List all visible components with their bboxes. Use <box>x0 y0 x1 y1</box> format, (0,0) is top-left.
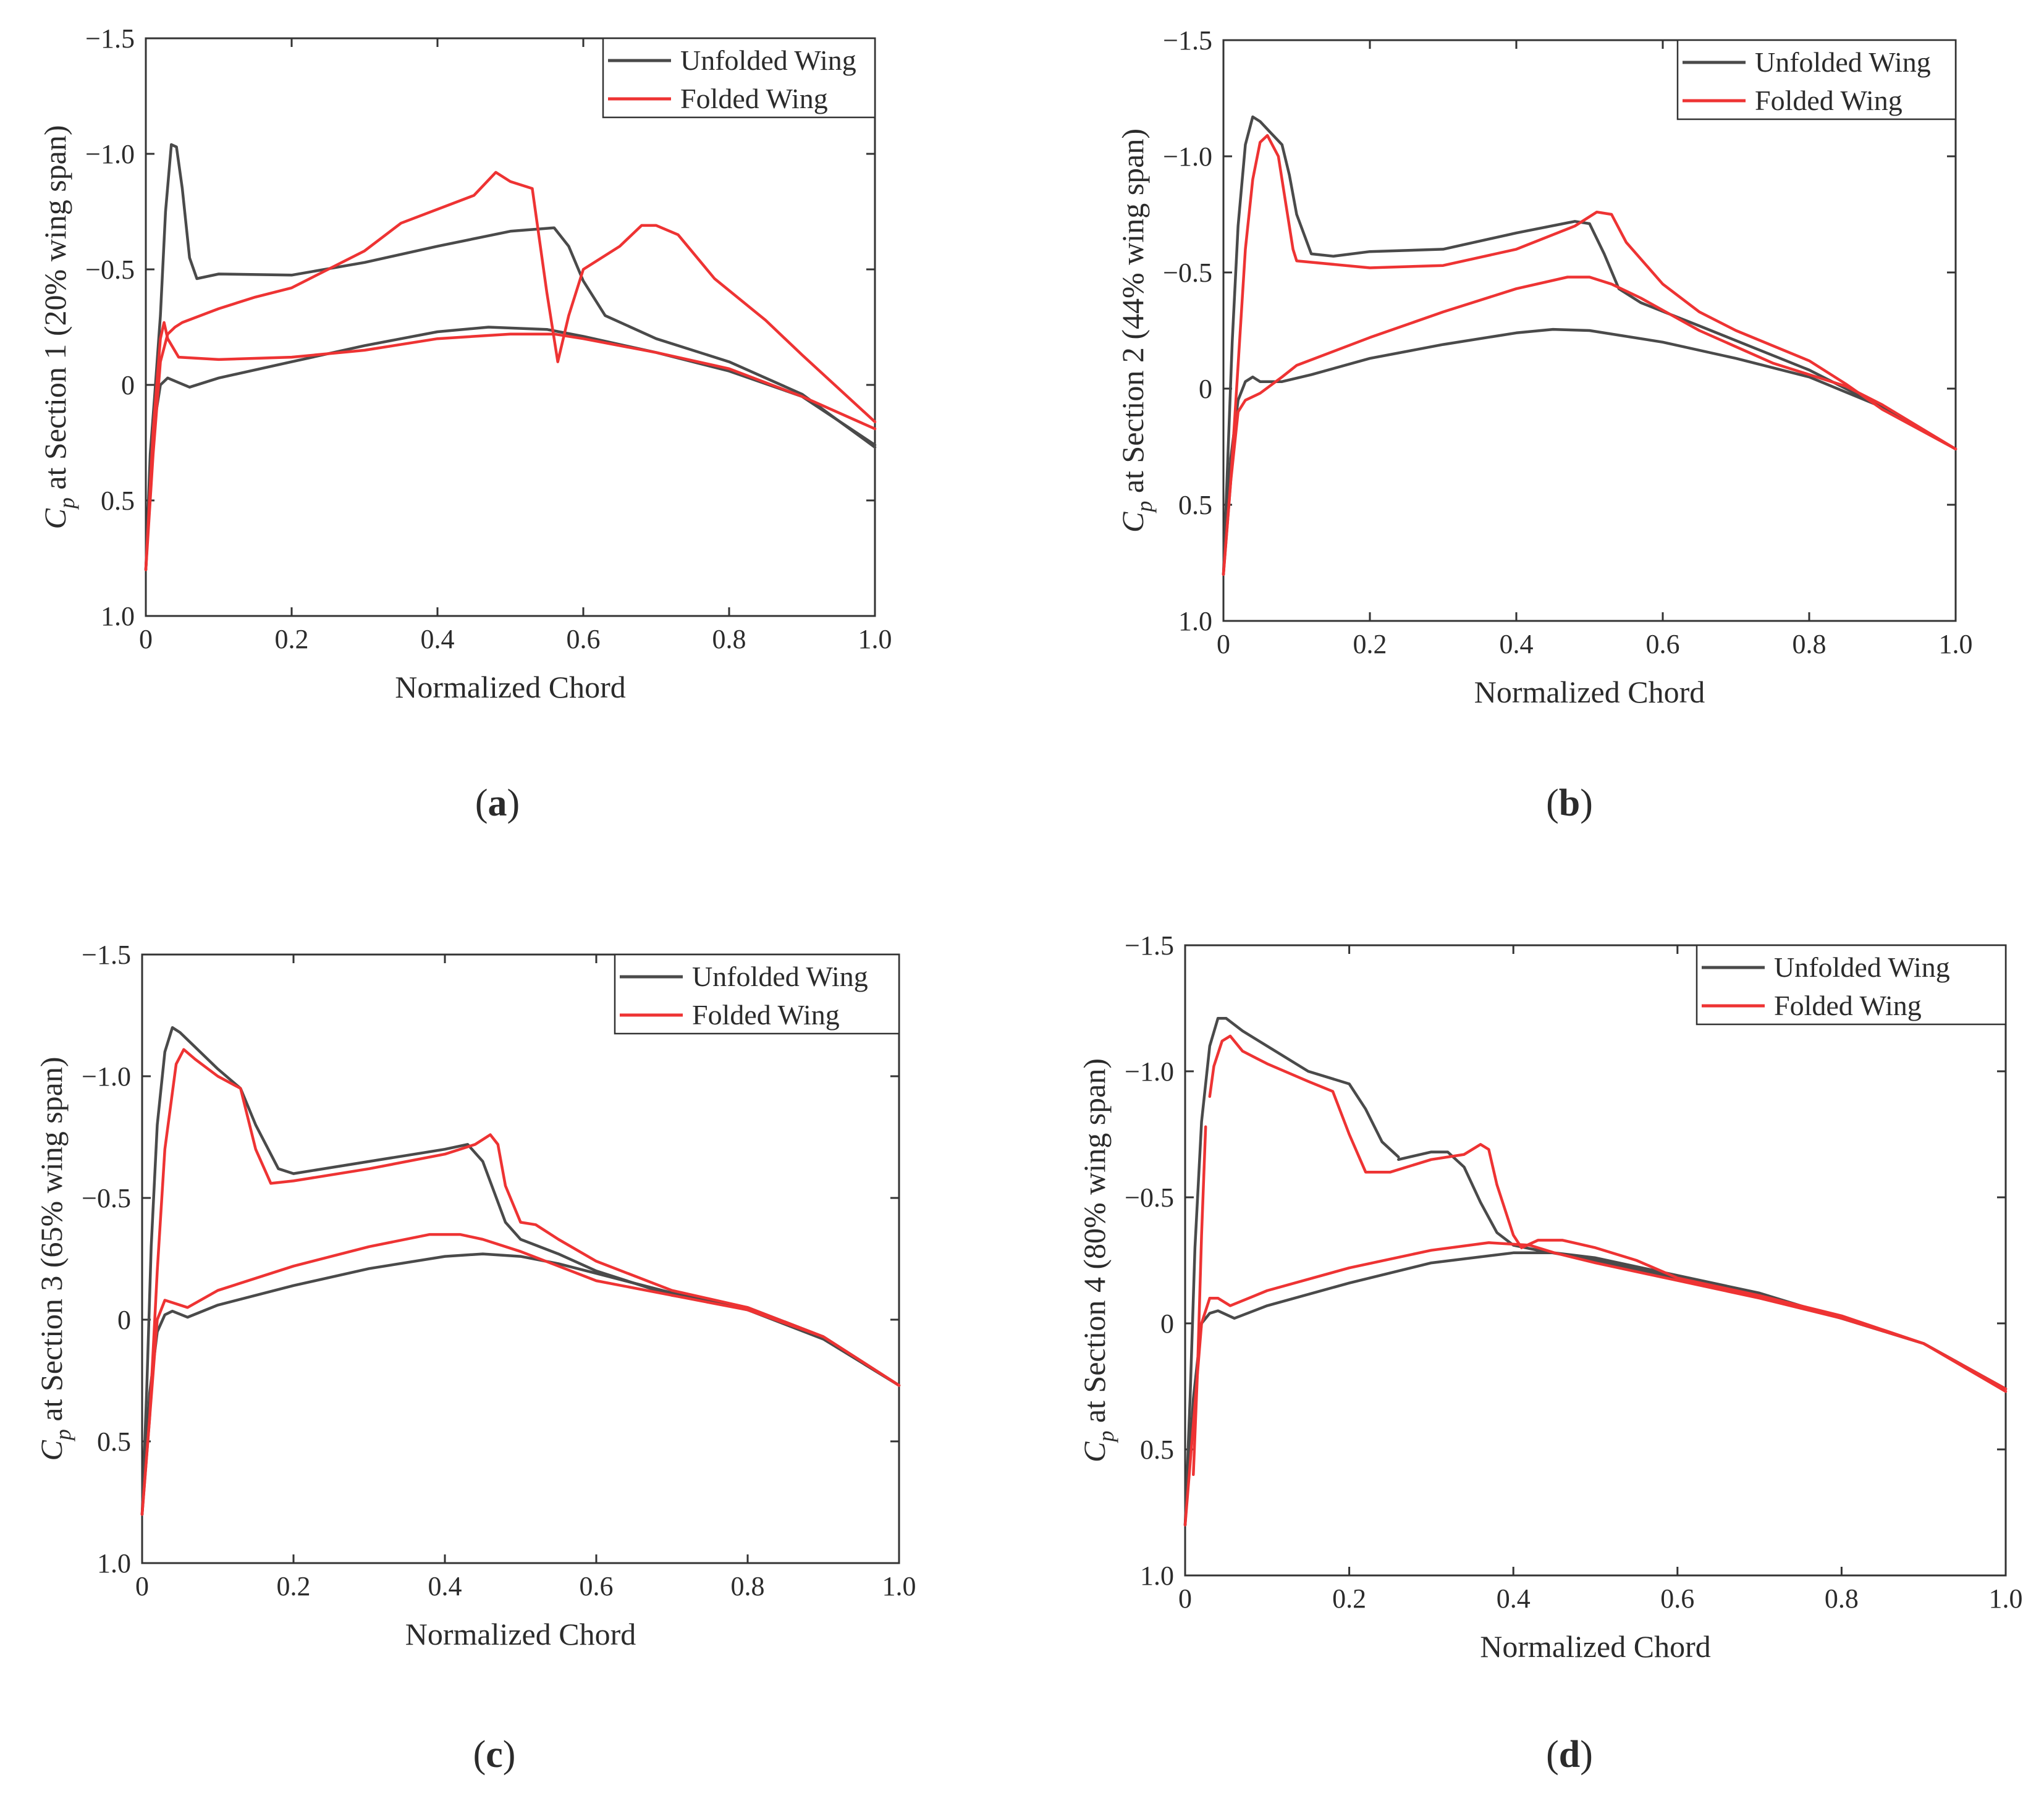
legend-box <box>1696 944 2007 1026</box>
y-tick-label: −1.5 <box>85 23 135 54</box>
plot-frame <box>141 953 900 1564</box>
y-axis-label: Cp at Section 2 (44% wing span) <box>1115 129 1157 533</box>
unfolded-wing-line <box>140 1026 901 1516</box>
folded-wing-line <box>1192 1125 1207 1477</box>
x-tick-label: 1.0 <box>858 624 892 654</box>
unfolded-wing-line <box>1183 1017 1400 1527</box>
panel-caption: (c) <box>473 1734 516 1776</box>
legend-label: Folded Wing <box>680 83 828 114</box>
y-tick-label: 0.5 <box>101 486 135 516</box>
y-axis-label: Cp at Section 3 (65% wing span) <box>34 1056 75 1461</box>
x-axis-label: Normalized Chord <box>405 1617 636 1651</box>
legend-label: Folded Wing <box>1774 990 1922 1021</box>
legend-label: Unfolded Wing <box>680 44 856 76</box>
unfolded-wing-line <box>144 143 877 571</box>
legend-label: Unfolded Wing <box>692 961 868 992</box>
y-tick-label: 0 <box>1199 374 1212 404</box>
y-tick-label: 1.0 <box>1140 1561 1174 1591</box>
unfolded-wing-line <box>1222 115 1957 576</box>
legend-label: Folded Wing <box>1755 85 1903 116</box>
panel-caption: (b) <box>1546 782 1593 824</box>
legend-label: Unfolded Wing <box>1774 951 1950 983</box>
x-tick-label: 0 <box>1178 1583 1192 1614</box>
y-tick-label: 0 <box>1160 1309 1174 1339</box>
plot-frame <box>1184 944 2007 1577</box>
folded-wing-line <box>1222 133 1957 576</box>
y-tick-label: −0.5 <box>1163 258 1212 288</box>
legend-label: Folded Wing <box>692 999 840 1031</box>
legend-box <box>614 953 900 1035</box>
y-tick-label: 1.0 <box>97 1548 131 1579</box>
x-tick-label: 0 <box>1217 629 1230 659</box>
chart-panel-a: 0 0.2 0.4 0.6 0.8 1.0 −1.5 −1.0 −0.5 0 0.5 1.0 Norma… <box>38 23 892 824</box>
y-axis-label: Cp at Section 1 (20% wing span) <box>38 125 79 529</box>
x-tick-label: 1.0 <box>882 1571 916 1601</box>
legend-label: Unfolded Wing <box>1755 46 1931 78</box>
y-tick-label: 1.0 <box>1178 606 1212 636</box>
y-tick-label: −0.5 <box>82 1183 131 1213</box>
x-tick-label: 0.4 <box>421 624 455 654</box>
x-tick-label: 0.8 <box>1793 629 1827 659</box>
y-tick-label: −0.5 <box>1125 1183 1174 1213</box>
x-tick-label: 1.0 <box>1989 1583 2023 1614</box>
x-tick-label: 0.4 <box>428 1571 462 1601</box>
x-tick-label: 0 <box>139 624 153 654</box>
legend-box <box>1676 39 1957 120</box>
y-tick-label: −1.5 <box>82 940 131 970</box>
folded-wing-line <box>1208 1034 2008 1393</box>
folded-wing-line <box>144 321 877 571</box>
chart-panel-b: 0 0.2 0.4 0.6 0.8 1.0 −1.5 −1.0 −0.5 0 0.5 1.0 Norma… <box>1115 25 1973 824</box>
unfolded-wing-line <box>1183 1251 2008 1527</box>
x-tick-label: 0.2 <box>1332 1583 1366 1614</box>
x-axis-label: Normalized Chord <box>1474 675 1705 709</box>
unfolded-wing-line <box>140 1252 901 1516</box>
y-tick-label: −0.5 <box>85 255 135 285</box>
y-tick-label: 0 <box>121 370 135 400</box>
x-tick-label: 0.8 <box>1825 1583 1859 1614</box>
x-tick-label: 0.2 <box>275 624 309 654</box>
unfolded-wing-line <box>1222 327 1957 576</box>
y-axis-label: Cp at Section 4 (80% wing span) <box>1077 1058 1118 1462</box>
x-tick-label: 0.8 <box>731 1571 765 1601</box>
y-tick-label: −1.5 <box>1163 25 1212 56</box>
legend-box <box>602 37 876 119</box>
x-tick-label: 0.6 <box>567 624 601 654</box>
x-tick-label: 0.4 <box>1500 629 1534 659</box>
panel-caption: (d) <box>1546 1734 1593 1776</box>
y-tick-label: −1.0 <box>1125 1056 1174 1087</box>
x-tick-label: 0 <box>135 1571 149 1601</box>
folded-wing-line <box>1222 276 1957 576</box>
x-tick-label: 0.6 <box>1660 1583 1694 1614</box>
plot-frame <box>1222 39 1957 622</box>
panel-caption: (a) <box>475 782 520 824</box>
y-tick-label: −1.0 <box>85 139 135 169</box>
y-tick-label: −1.0 <box>82 1061 131 1092</box>
x-tick-label: 0.6 <box>1646 629 1680 659</box>
y-tick-label: 0.5 <box>1140 1435 1174 1465</box>
x-axis-label: Normalized Chord <box>1480 1629 1711 1664</box>
folded-wing-line <box>1183 1241 2008 1527</box>
x-tick-label: 0.2 <box>277 1571 311 1601</box>
y-tick-label: 0.5 <box>97 1427 131 1457</box>
y-tick-label: 0.5 <box>1178 490 1212 520</box>
x-tick-label: 1.0 <box>1939 629 1973 659</box>
y-tick-label: −1.5 <box>1125 930 1174 961</box>
folded-wing-line <box>140 1233 901 1516</box>
x-tick-label: 0.6 <box>580 1571 614 1601</box>
y-tick-label: 1.0 <box>101 601 135 631</box>
x-axis-label: Normalized Chord <box>395 670 626 704</box>
folded-wing-line <box>144 171 877 571</box>
unfolded-wing-line <box>144 326 877 571</box>
y-tick-label: 0 <box>117 1305 131 1335</box>
x-tick-label: 0.2 <box>1353 629 1387 659</box>
chart-panel-d: 0 0.2 0.4 0.6 0.8 1.0 −1.5 −1.0 −0.5 0 0.5 1.0 Norma… <box>1077 930 2023 1776</box>
unfolded-wing-line <box>1397 1150 2008 1391</box>
x-tick-label: 0.4 <box>1497 1583 1531 1614</box>
y-tick-label: −1.0 <box>1163 141 1212 172</box>
x-tick-label: 0.8 <box>712 624 746 654</box>
plot-frame <box>145 37 876 617</box>
chart-panel-c: 0 0.2 0.4 0.6 0.8 1.0 −1.5 −1.0 −0.5 0 0.5 1.0 Norma… <box>34 940 916 1776</box>
folded-wing-line <box>140 1048 901 1516</box>
